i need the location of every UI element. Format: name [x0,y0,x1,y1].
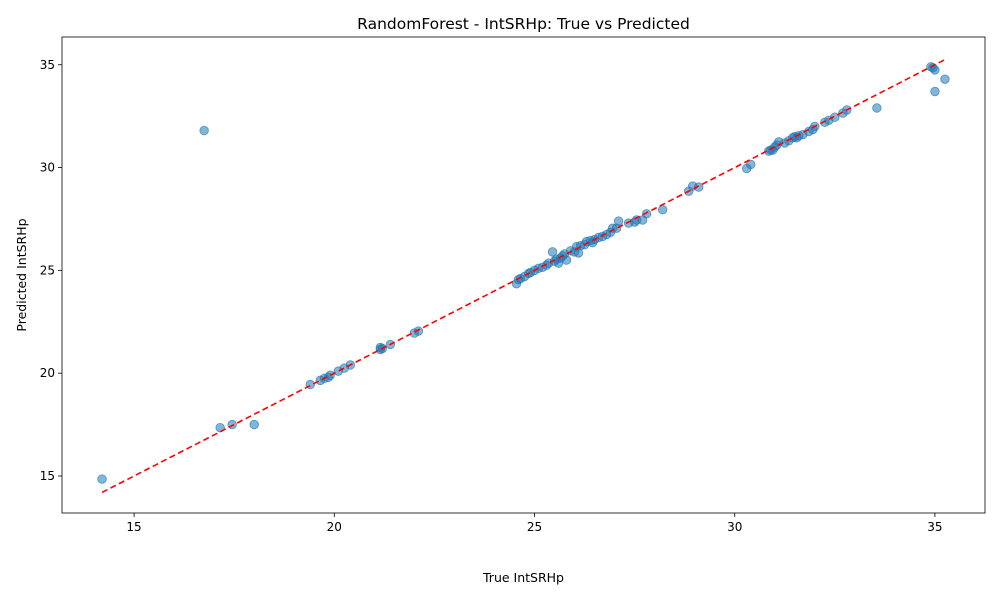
scatter-point [547,247,558,257]
x-tick-label: 35 [927,520,942,534]
chart-title: RandomForest - IntSRHp: True vs Predicte… [357,15,690,33]
y-tick-label: 35 [40,58,55,72]
y-tick-label: 25 [40,263,55,277]
scatter-point [693,182,704,192]
y-tick-label: 30 [40,161,55,175]
reference-line [101,58,946,494]
scatter-point [872,103,882,113]
x-tick-label: 20 [327,520,342,534]
scatter-point [940,74,950,84]
scatter-point [657,205,668,215]
scatter-point [746,159,756,170]
axes-frame [61,36,986,514]
plot-area [97,58,950,494]
y-tick-label: 15 [40,469,55,483]
x-tick-label: 25 [527,520,542,534]
y-axis-label: Predicted IntSRHp [14,218,29,331]
scatter-point [641,209,652,219]
axis-ticks: 15 20 25 30 35 15 20 25 30 35 [40,58,943,534]
scatter-point [613,216,624,226]
x-axis-label: True IntSRHp [482,570,564,585]
scatter-point [930,86,940,97]
scatter-point [561,255,572,265]
y-tick-label: 20 [40,366,55,380]
scatter-point [249,419,259,430]
scatter-point [97,474,107,484]
x-tick-label: 30 [727,520,742,534]
scatter-point [413,326,424,336]
scatter-point [830,112,840,122]
x-tick-label: 15 [126,520,141,534]
scatter-point [199,125,209,136]
